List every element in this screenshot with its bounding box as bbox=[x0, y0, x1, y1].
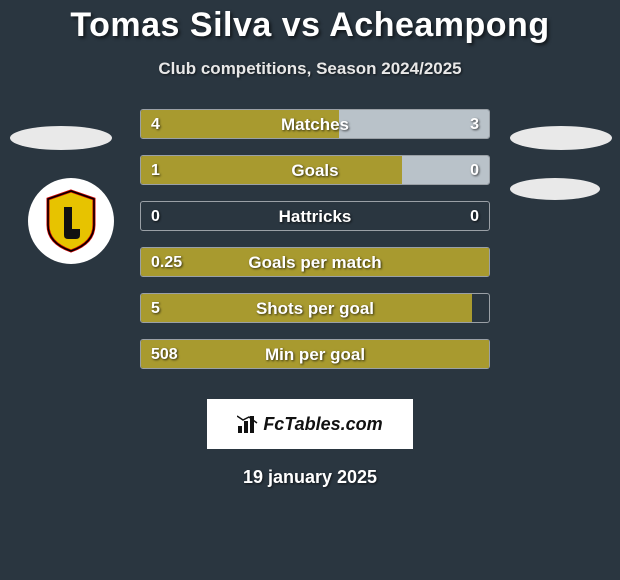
stat-row: Min per goal508 bbox=[0, 339, 620, 369]
stat-value-right: 3 bbox=[470, 110, 479, 140]
brand-box[interactable]: FcTables.com bbox=[207, 399, 413, 449]
stat-row: Goals per match0.25 bbox=[0, 247, 620, 277]
stat-value-right: 0 bbox=[470, 156, 479, 186]
stat-row: Goals1 0 bbox=[0, 155, 620, 185]
stat-value-left: 4 bbox=[151, 110, 160, 140]
comparison-chart: Matches43Goals10Hattricks00Goals per mat… bbox=[0, 109, 620, 385]
bar-track: Min per goal508 bbox=[140, 339, 490, 369]
bar-chart-icon bbox=[237, 414, 259, 434]
stat-value-left: 508 bbox=[151, 340, 178, 370]
stat-row: Matches4 3 bbox=[0, 109, 620, 139]
stat-label: Shots per goal bbox=[141, 294, 489, 324]
stat-value-left: 0 bbox=[151, 202, 160, 232]
stat-row: Hattricks0 0 bbox=[0, 201, 620, 231]
stat-value-left: 0.25 bbox=[151, 248, 182, 278]
stat-label: Min per goal bbox=[141, 340, 489, 370]
bar-track: Hattricks0 0 bbox=[140, 201, 490, 231]
stat-value-left: 5 bbox=[151, 294, 160, 324]
bar-track: Goals1 0 bbox=[140, 155, 490, 185]
brand-label: FcTables.com bbox=[237, 414, 382, 435]
brand-text: FcTables.com bbox=[263, 414, 382, 435]
stat-row: Shots per goal5 bbox=[0, 293, 620, 323]
stat-label: Goals per match bbox=[141, 248, 489, 278]
stat-label: Hattricks bbox=[141, 202, 489, 232]
page-subtitle: Club competitions, Season 2024/2025 bbox=[158, 59, 461, 79]
stat-label: Matches bbox=[141, 110, 489, 140]
date-label: 19 january 2025 bbox=[243, 467, 377, 488]
bar-track: Shots per goal5 bbox=[140, 293, 490, 323]
stat-label: Goals bbox=[141, 156, 489, 186]
bar-track: Matches4 3 bbox=[140, 109, 490, 139]
stat-value-right: 0 bbox=[470, 202, 479, 232]
stat-value-left: 1 bbox=[151, 156, 160, 186]
comparison-card: Tomas Silva vs Acheampong Club competiti… bbox=[0, 0, 620, 580]
bar-track: Goals per match0.25 bbox=[140, 247, 490, 277]
page-title: Tomas Silva vs Acheampong bbox=[70, 6, 549, 45]
